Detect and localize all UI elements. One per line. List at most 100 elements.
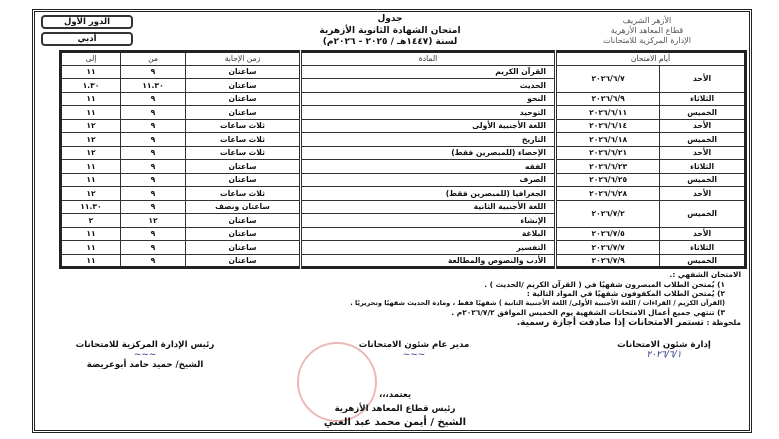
exam-date: ٢٠٢٦/٦/١١: [553, 105, 661, 120]
note-item: ١) يُمتحن الطلاب المبصرون شفهيًا في ( ال…: [484, 279, 725, 289]
exam-day: الأحد: [659, 145, 746, 160]
table-row: الخميس ٢٠٢٦/٦/١٨ التاريخ ثلاث ساعات ٩ ١٢: [60, 132, 746, 147]
exam-date: ٢٠٢٦/٦/٢١: [553, 145, 661, 160]
time-to: ١٢: [60, 186, 121, 201]
exam-day: الخميس: [659, 253, 746, 268]
time-to: ١١.٣٠: [60, 199, 121, 214]
exam-date: ٢٠٢٦/٧/٩: [553, 253, 661, 268]
answer-duration: ساعتان: [185, 213, 301, 228]
table-header-row: أيام الامتحان المادة زمن الإجابة من إلى: [60, 51, 746, 66]
exam-date: ٢٠٢٦/٦/٩: [553, 91, 661, 106]
answer-duration: ثلاث ساعات: [185, 186, 301, 201]
time-from: ٩: [120, 240, 186, 255]
exam-date: ٢٠٢٦/٧/٢: [553, 199, 661, 228]
subject-name: التفسير: [299, 240, 556, 255]
round-label: الدور الأول: [41, 15, 133, 29]
time-from: ٩: [120, 226, 186, 241]
time-from: ٩: [120, 118, 186, 133]
document-title: جدول امتحان الشهادة الثانوية الأزهرية لس…: [275, 14, 505, 49]
exam-day: الخميس: [659, 132, 746, 147]
answer-duration: ثلاث ساعات: [185, 132, 301, 147]
table-row: الثلاثاء ٢٠٢٦/٧/٧ التفسير ساعتان ٩ ١١: [60, 240, 746, 255]
table-row: الحديث ساعتان ١١.٣٠ ١.٣٠: [60, 78, 746, 93]
logo-line: قطاع المعاهد الأزهرية: [610, 26, 684, 35]
table-row: الخميس ٢٠٢٦/٦/٢٥ الصرف ساعتان ٩ ١١: [60, 172, 746, 187]
time-from: ٩: [120, 145, 186, 160]
subject-name: الصرف: [299, 172, 556, 187]
subject-name: الجغرافيا (للمبصرين فقط): [299, 186, 556, 201]
logo-line: الإدارة المركزية للامتحانات: [603, 36, 691, 45]
handwritten-signature: ٢٠٢٦/٦/١: [646, 350, 682, 360]
time-to: ١١: [60, 226, 121, 241]
exam-date: ٢٠٢٦/٦/١٤: [553, 118, 661, 133]
subject-name: النحو: [299, 91, 556, 106]
subject-name: القرآن الكريم: [299, 64, 556, 79]
time-from: ٩: [120, 105, 186, 120]
approved-label: يعتمد،،،: [378, 390, 412, 400]
subject-name: الفقه: [299, 159, 556, 174]
exam-date: ٢٠٢٦/٧/٥: [553, 226, 661, 241]
header-from: من: [120, 51, 186, 66]
answer-duration: ساعتان: [185, 64, 301, 79]
header-to: إلى: [60, 51, 121, 66]
answer-duration: ساعتان ونصف: [185, 199, 301, 214]
exam-day: الأحد: [659, 186, 746, 201]
table-row: الأحد ٢٠٢٦/٦/١٤ اللغة الأجنبية الأولى ثلاث …: [60, 118, 746, 133]
exam-day: الثلاثاء: [659, 91, 746, 106]
signature-sector-head: يعتمد،،، رئيس قطاع المعاهد الأزهرية الشي…: [295, 388, 495, 430]
handwritten-signature: ~~~: [133, 350, 157, 360]
signature-title: إدارة شئون الامتحانات: [617, 340, 711, 350]
subject-name: الحديث: [299, 78, 556, 93]
exam-day: الأحد: [659, 64, 746, 93]
subject-name: اللغة الأجنبية الثانية: [299, 199, 556, 214]
time-from: ٩: [120, 159, 186, 174]
table-row: الخميس ٢٠٢٦/٧/٢ اللغة الأجنبية الثانية ساعت…: [60, 199, 746, 228]
note-item: ٢) يُمتحن الطلاب المكفوفون شفهيًا في الم…: [526, 289, 725, 299]
time-from: ١٢: [120, 213, 186, 228]
signature-central-head: رئيس الإدارة المركزية للامتحانات ~~~ الش…: [45, 340, 245, 370]
answer-duration: ثلاث ساعات: [185, 145, 301, 160]
table-row: الأحد ٢٠٢٦/٧/٥ البلاغة ساعتان ٩ ١١: [60, 226, 746, 241]
time-from: ٩: [120, 172, 186, 187]
time-from: ٩: [120, 91, 186, 106]
logo-line: الأزهر الشريف: [622, 16, 672, 25]
answer-duration: ساعتان: [185, 172, 301, 187]
signature-title: مدير عام شئون الامتحانات: [358, 340, 470, 350]
signature-title: رئيس قطاع المعاهد الأزهرية: [334, 404, 456, 414]
exam-date: ٢٠٢٦/٦/٧: [553, 64, 661, 93]
table-row: الثلاثاء ٢٠٢٦/٦/٩ النحو ساعتان ٩ ١١: [60, 91, 746, 106]
answer-duration: ساعتان: [185, 253, 301, 268]
exam-day: الخميس: [659, 199, 746, 228]
subject-name: الإنشاء: [299, 213, 556, 228]
branch-label: أدبي: [41, 32, 133, 46]
time-to: ١٢: [60, 132, 121, 147]
exam-day: الثلاثاء: [659, 240, 746, 255]
schedule-table: أيام الامتحان المادة زمن الإجابة من إلى …: [59, 50, 747, 269]
table-row: الخميس ٢٠٢٦/٧/٩ الأدب والنصوص والمطالعة ساع…: [60, 253, 746, 268]
answer-duration: ساعتان: [185, 240, 301, 255]
time-from: ٩: [120, 132, 186, 147]
notes-section: الامتحان الشفهي :. ١) يُمتحن الطلاب المب…: [41, 270, 741, 329]
exam-day: الخميس: [659, 105, 746, 120]
note-item: ٣) تنتهي جميع أعمال الامتحانات الشفهية ي…: [451, 308, 725, 318]
note-label: ملحوظة :: [706, 317, 741, 327]
title-line: لسنة (١٤٤٧هـ / ٢٠٢٥ - ٢٠٢٦م): [322, 37, 458, 47]
note-item-detail: (القرآن الكريم / القراءات / اللغة الأجنب…: [350, 298, 725, 307]
note-text: تستمر الامتحانات إذا صادفت أجازة رسمية.: [516, 317, 704, 328]
oral-exam-title: الامتحان الشفهي :.: [669, 270, 741, 279]
title-line: امتحان الشهادة الثانوية الأزهرية: [319, 25, 461, 36]
title-line: جدول: [377, 14, 403, 24]
answer-duration: ساعتان: [185, 105, 301, 120]
time-to: ١٢: [60, 145, 121, 160]
subject-name: الأدب والنصوص والمطالعة: [299, 253, 556, 268]
time-to: ١١: [60, 172, 121, 187]
answer-duration: ثلاث ساعات: [185, 118, 301, 133]
table-row: الأحد ٢٠٢٦/٦/٢٨ الجغرافيا (للمبصرين فقط) ثل…: [60, 186, 746, 201]
signature-name: الشيخ/ حميد حامد أبوعريضة: [86, 360, 204, 370]
exam-date: ٢٠٢٦/٦/٢٣: [553, 159, 661, 174]
table-row: الأحد ٢٠٢٦/٦/٢١ الإحصاء (للمبصرين فقط) ثلاث…: [60, 145, 746, 160]
time-from: ٩: [120, 199, 186, 214]
exam-day: الأحد: [659, 118, 746, 133]
time-to: ١١: [60, 240, 121, 255]
subject-name: البلاغة: [299, 226, 556, 241]
